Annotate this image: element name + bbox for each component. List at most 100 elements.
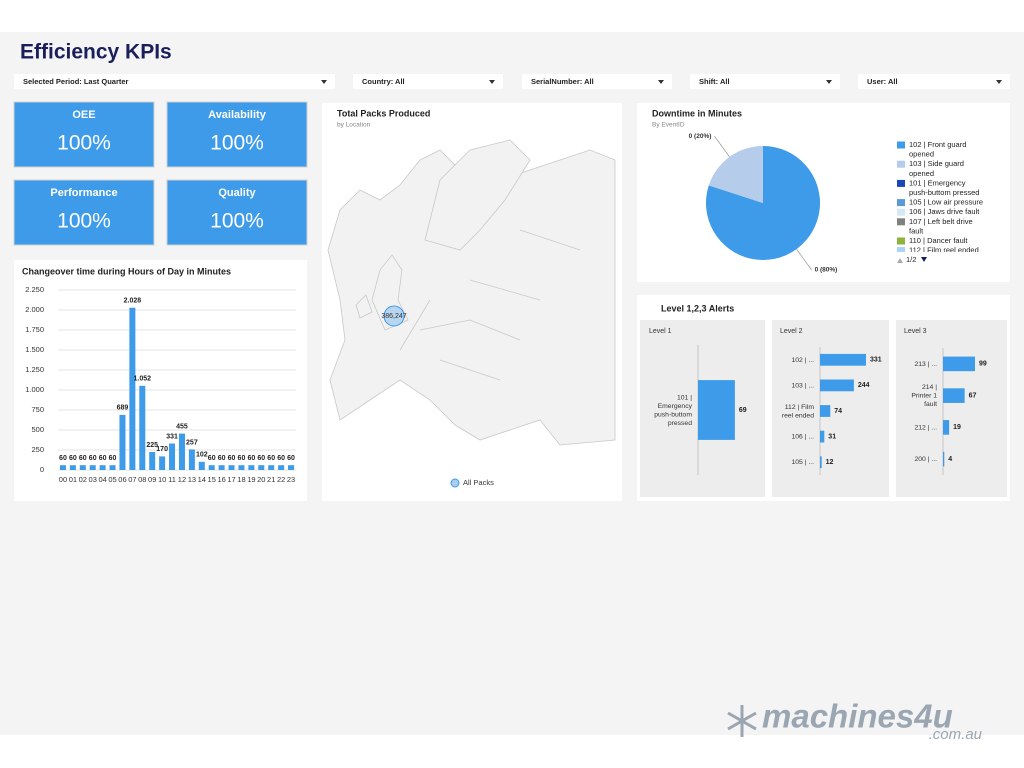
x-tick-label: 17 (227, 475, 235, 484)
x-tick-label: 19 (247, 475, 255, 484)
y-tick-label: 250 (31, 445, 44, 454)
x-tick-label: 11 (168, 475, 176, 484)
legend-swatch (897, 247, 905, 252)
bar (820, 405, 831, 417)
filter-label: Country: All (362, 77, 405, 86)
chart-title: Changeover time during Hours of Day in M… (22, 266, 231, 276)
data-label: 0 (80%) (815, 267, 838, 274)
legend-label: 110 | Dancer fault (909, 236, 968, 245)
bar (288, 465, 295, 470)
category-label: 200 | ... (914, 456, 937, 463)
y-tick-label: 750 (31, 405, 44, 414)
y-tick-label: 0 (40, 465, 44, 474)
x-tick-label: 21 (267, 475, 275, 484)
filter-dropdown[interactable] (353, 74, 503, 89)
legend-swatch (897, 208, 905, 216)
y-tick-label: 1.500 (25, 345, 44, 354)
legend-next[interactable] (921, 257, 927, 262)
bar (943, 356, 975, 372)
x-tick-label: 23 (287, 475, 295, 484)
panel-title: Level 1,2,3 Alerts (661, 303, 734, 313)
x-tick-label: 14 (198, 475, 206, 484)
dropdown-arrow (489, 80, 495, 84)
bar (820, 456, 822, 469)
chart-title: Level 3 (904, 328, 927, 335)
legend-label: All Packs (463, 478, 494, 487)
bar (943, 420, 950, 435)
x-tick-label: 15 (208, 475, 216, 484)
bar (943, 388, 965, 403)
sub-panel (896, 320, 1007, 497)
legend-label: 107 | Left belt drive fault (909, 217, 973, 236)
panel (637, 103, 1010, 282)
legend-swatch (897, 218, 905, 226)
leader-line (796, 248, 812, 271)
dropdown-arrow (826, 80, 832, 84)
kpi-card (13, 101, 155, 168)
data-label: 60 (109, 455, 117, 462)
data-label: 455 (176, 423, 188, 430)
legend-page: 1/2 (906, 255, 916, 264)
data-label: 257 (186, 439, 198, 446)
filter-dropdown[interactable] (690, 74, 840, 89)
bar (943, 451, 945, 467)
legend-prev[interactable] (897, 258, 903, 263)
x-tick-label: 02 (79, 475, 87, 484)
data-label: 31 (828, 433, 836, 440)
legend-swatch (450, 478, 460, 488)
data-label: 60 (228, 455, 236, 462)
bar (198, 461, 205, 470)
watermark-domain: .com.au (929, 726, 983, 743)
filter-label: Selected Period: Last Quarter (23, 77, 129, 86)
legend-label: 112 | Film reel ended (909, 246, 979, 255)
data-label: 60 (79, 455, 87, 462)
data-label: 60 (238, 455, 246, 462)
x-tick-label: 07 (128, 475, 136, 484)
x-tick-label: 13 (188, 475, 196, 484)
filter-dropdown[interactable] (858, 74, 1010, 89)
bar (149, 452, 156, 470)
data-label: 0 (20%) (689, 133, 712, 140)
kpi-label: Quality (218, 187, 256, 199)
bar (129, 307, 136, 470)
bar (248, 465, 255, 470)
data-label: 60 (267, 455, 275, 462)
bar (159, 456, 166, 470)
watermark-icon (727, 705, 757, 737)
data-label: 1.052 (134, 376, 152, 383)
data-label: 102 (196, 452, 208, 459)
legend-label: 101 | Emergency push-buttom pressed (909, 178, 979, 197)
category-label: 212 | ... (914, 424, 937, 431)
x-tick-label: 18 (237, 475, 245, 484)
y-tick-label: 2.250 (25, 285, 44, 294)
data-label: 4 (948, 456, 952, 463)
category-label: 213 | ... (914, 361, 937, 368)
page-title: Efficiency KPIs (20, 41, 172, 64)
filter-label: User: All (867, 77, 898, 86)
data-label: 12 (826, 459, 834, 466)
data-label: 60 (89, 455, 97, 462)
legend-swatch (897, 237, 905, 245)
map-border (399, 229, 581, 381)
bubble-label: 386,247 (381, 313, 406, 320)
data-label: 244 (858, 382, 870, 389)
filter-dropdown[interactable] (522, 74, 672, 89)
kpi-value: 100% (210, 210, 264, 233)
x-tick-label: 10 (158, 475, 166, 484)
pie-slice (708, 146, 763, 203)
bar (79, 465, 86, 470)
map-land (327, 149, 616, 446)
legend-swatch (897, 179, 905, 187)
x-tick-label: 12 (178, 475, 186, 484)
panel-title: Total Packs Produced (337, 108, 430, 118)
data-label: 689 (117, 405, 129, 412)
filter-dropdown[interactable] (14, 74, 335, 89)
data-label: 60 (257, 455, 265, 462)
legend-swatch (897, 160, 905, 168)
bar (228, 465, 235, 470)
kpi-value: 100% (210, 132, 264, 155)
category-label: 102 | ... (791, 357, 814, 364)
category-label: 112 | Film reel ended (782, 404, 814, 420)
